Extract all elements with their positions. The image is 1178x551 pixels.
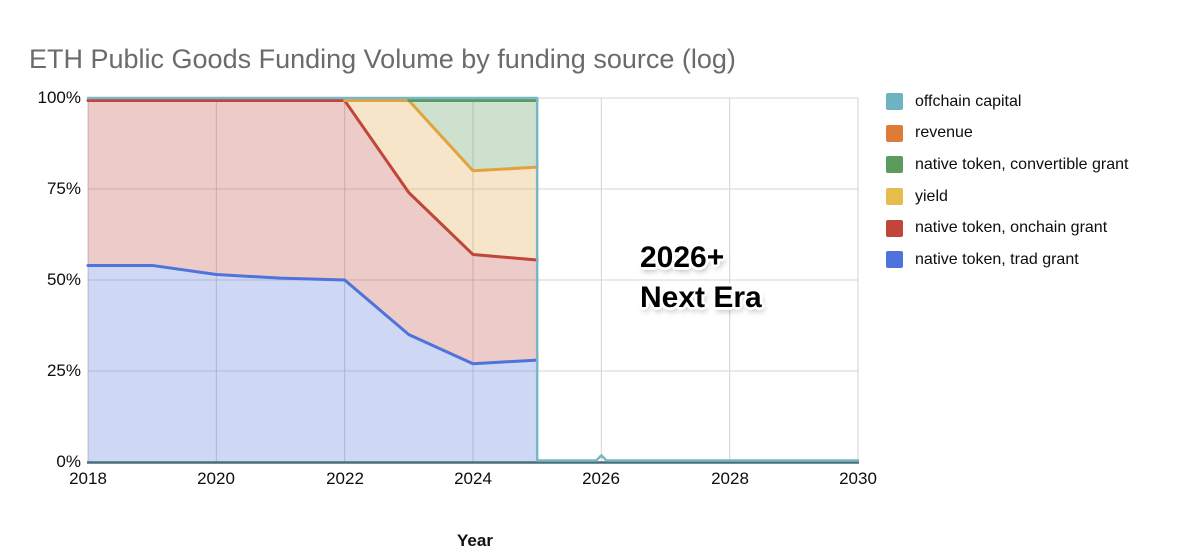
x-tick-label: 2018 [69,469,107,488]
legend-swatch [886,124,903,142]
legend-item: offchain capital [886,86,1128,118]
legend-item: native token, convertible grant [886,149,1128,181]
y-tick-label: 0% [56,452,81,471]
legend-label: native token, trad grant [915,250,1079,268]
legend-label: yield [915,187,948,205]
x-tick-label: 2020 [197,469,235,488]
x-tick-label: 2030 [839,469,877,488]
x-tick-label: 2024 [454,469,492,488]
legend-label: native token, onchain grant [915,219,1108,237]
legend-item: native token, trad grant [886,244,1128,276]
legend-swatch [886,251,903,269]
legend-item: native token, onchain grant [886,212,1128,244]
x-tick-label: 2028 [711,469,749,488]
chart-legend: offchain capital revenue native token, c… [886,86,1128,276]
annotation-line-2: Next Era [640,281,762,314]
legend-label: offchain capital [915,92,1022,110]
legend-swatch [886,188,903,206]
next-era-annotation: 2026+ Next Era [640,238,762,318]
legend-swatch [886,93,903,111]
y-tick-label: 25% [46,361,81,380]
chart-title: ETH Public Goods Funding Volume by fundi… [29,44,736,74]
legend-label: native token, convertible grant [915,155,1129,173]
x-axis-title: Year [457,531,493,550]
legend-swatch [886,156,903,174]
y-tick-label: 50% [46,270,81,289]
x-tick-label: 2026 [582,469,620,488]
y-tick-label: 100% [37,88,81,107]
legend-item: yield [886,181,1128,213]
legend-label: revenue [915,124,973,142]
y-tick-label: 75% [46,179,81,198]
annotation-line-1: 2026+ [640,241,725,274]
x-tick-label: 2022 [326,469,364,488]
legend-item: revenue [886,118,1128,150]
legend-swatch [886,219,903,237]
